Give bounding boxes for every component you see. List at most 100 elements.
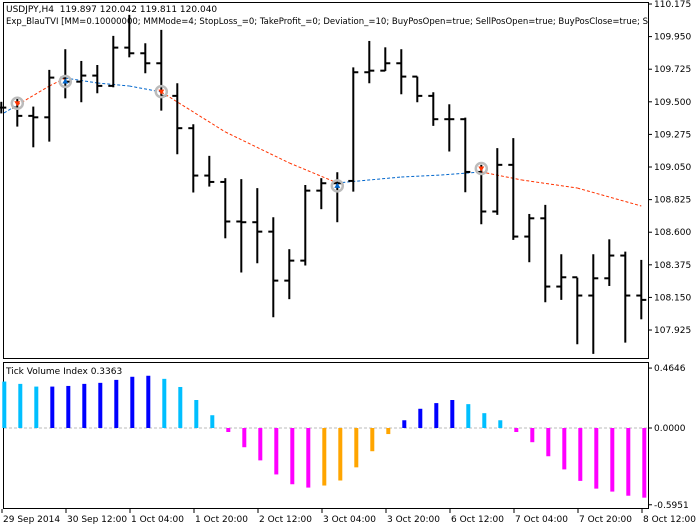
- histogram-bar: [546, 428, 551, 457]
- price-bar: [124, 14, 135, 58]
- histogram-bar: [34, 386, 39, 428]
- histogram-bar: [98, 382, 103, 428]
- indicator-tick-label: 0.4646: [654, 364, 686, 374]
- histogram-bar: [642, 428, 647, 498]
- indicator-panel[interactable]: [3, 362, 649, 509]
- histogram-bar: [322, 428, 327, 486]
- histogram-bar: [82, 383, 87, 428]
- histogram-bar: [178, 386, 183, 428]
- time-tick-label: 29 Sep 2014: [3, 515, 60, 525]
- price-bar: [172, 83, 183, 155]
- time-tick-label: 3 Oct 04:00: [323, 515, 376, 525]
- price-bar: [572, 276, 583, 345]
- price-bar: [268, 217, 279, 318]
- histogram-bar: [290, 428, 295, 485]
- ma-segment: [49, 77, 66, 87]
- price-bar: [428, 92, 439, 126]
- histogram-bar: [402, 420, 407, 428]
- histogram-bar: [242, 428, 247, 448]
- trade-signals: [10, 74, 489, 193]
- price-bar: [620, 251, 631, 343]
- sell-signal-icon: [154, 84, 169, 99]
- ohlc-bars: [0, 14, 647, 354]
- price-bar: [284, 249, 295, 300]
- histogram-bar: [274, 428, 279, 475]
- price-tick-label: 107.925: [654, 326, 691, 336]
- histogram-bar: [146, 375, 151, 428]
- histogram-bar: [450, 400, 455, 428]
- time-tick-label: 7 Oct 04:00: [515, 515, 568, 525]
- histogram-bar: [2, 381, 7, 428]
- time-tick-label: 3 Oct 20:00: [387, 515, 440, 525]
- ma-segment: [3, 104, 18, 114]
- price-bar: [460, 117, 471, 193]
- indicator-axis: 0.4646 0.0000 -0.5951: [648, 364, 689, 511]
- price-tick-label: 108.150: [654, 293, 691, 303]
- histogram-bar: [482, 413, 487, 428]
- histogram-bar: [114, 379, 119, 428]
- histogram-bar: [50, 386, 55, 428]
- histogram-bar: [306, 428, 311, 488]
- buy-signal-icon: [330, 179, 345, 193]
- histogram-bar: [258, 428, 263, 461]
- indicator-tick-label: -0.5951: [654, 501, 689, 511]
- price-bar: [220, 178, 231, 239]
- histogram-bar: [370, 428, 375, 452]
- ma-segment: [577, 187, 642, 207]
- price-bar: [28, 106, 39, 148]
- price-panel[interactable]: [3, 2, 649, 359]
- histogram-bar: [386, 428, 391, 435]
- price-tick-label: 109.500: [654, 98, 691, 108]
- histogram-bar: [66, 385, 71, 428]
- price-bar: [604, 239, 615, 286]
- price-bar: [348, 67, 359, 192]
- histogram-bar: [210, 415, 215, 428]
- histogram-bar: [466, 404, 471, 428]
- histogram-bar: [162, 378, 167, 428]
- ma-segment: [225, 131, 290, 164]
- price-tick-label: 108.375: [654, 261, 691, 271]
- price-tick-label: 109.950: [654, 33, 691, 43]
- price-bar: [0, 101, 7, 114]
- buy-signal-icon: [58, 74, 73, 89]
- price-bar: [92, 65, 103, 94]
- price-bar: [444, 104, 455, 152]
- time-tick-label: 7 Oct 20:00: [579, 515, 632, 525]
- histogram-bar: [594, 428, 599, 489]
- histogram-bar: [194, 400, 199, 428]
- time-axis: 29 Sep 2014 30 Sep 12:00 1 Oct 04:00 1 Oct …: [1, 509, 696, 525]
- histogram-bar: [562, 428, 567, 470]
- histogram-bar: [354, 428, 359, 468]
- price-bar: [236, 179, 247, 273]
- price-bar: [540, 204, 551, 303]
- indicator-label: Tick Volume Index 0.3363: [5, 367, 122, 377]
- price-bar: [252, 188, 263, 264]
- tvi-histogram: [2, 375, 648, 498]
- symbol-info: USDJPY,H4 119.897 120.042 119.811 120.04…: [6, 5, 217, 15]
- price-bar: [204, 155, 215, 187]
- time-tick-label: 1 Oct 04:00: [131, 515, 184, 525]
- price-tick-label: 108.600: [654, 228, 691, 238]
- price-bar: [524, 213, 535, 263]
- histogram-bar: [18, 383, 23, 428]
- price-tick-label: 109.725: [654, 65, 691, 75]
- price-bar: [188, 124, 199, 193]
- time-tick-label: 2 Oct 12:00: [259, 515, 312, 525]
- price-tick-label: 108.825: [654, 196, 691, 206]
- histogram-bar: [226, 428, 231, 432]
- ma-segment: [161, 91, 226, 133]
- price-tick-label: 109.050: [654, 163, 691, 173]
- histogram-bar: [338, 428, 343, 481]
- indicator-tick-label: 0.0000: [654, 424, 686, 434]
- histogram-bar: [610, 428, 615, 492]
- price-bar: [300, 184, 311, 266]
- price-bar: [364, 40, 375, 84]
- histogram-bar: [578, 428, 583, 481]
- price-bar: [44, 69, 55, 142]
- price-axis: 110.175 109.950 109.725 109.500 109.275 109.0…: [648, 0, 691, 336]
- expert-info: Exp_BlauTVI [MM=0.10000000; MMMode=4; St…: [6, 17, 648, 27]
- ma-segment: [521, 179, 578, 189]
- ma-segment: [441, 171, 482, 176]
- price-bar: [636, 259, 647, 320]
